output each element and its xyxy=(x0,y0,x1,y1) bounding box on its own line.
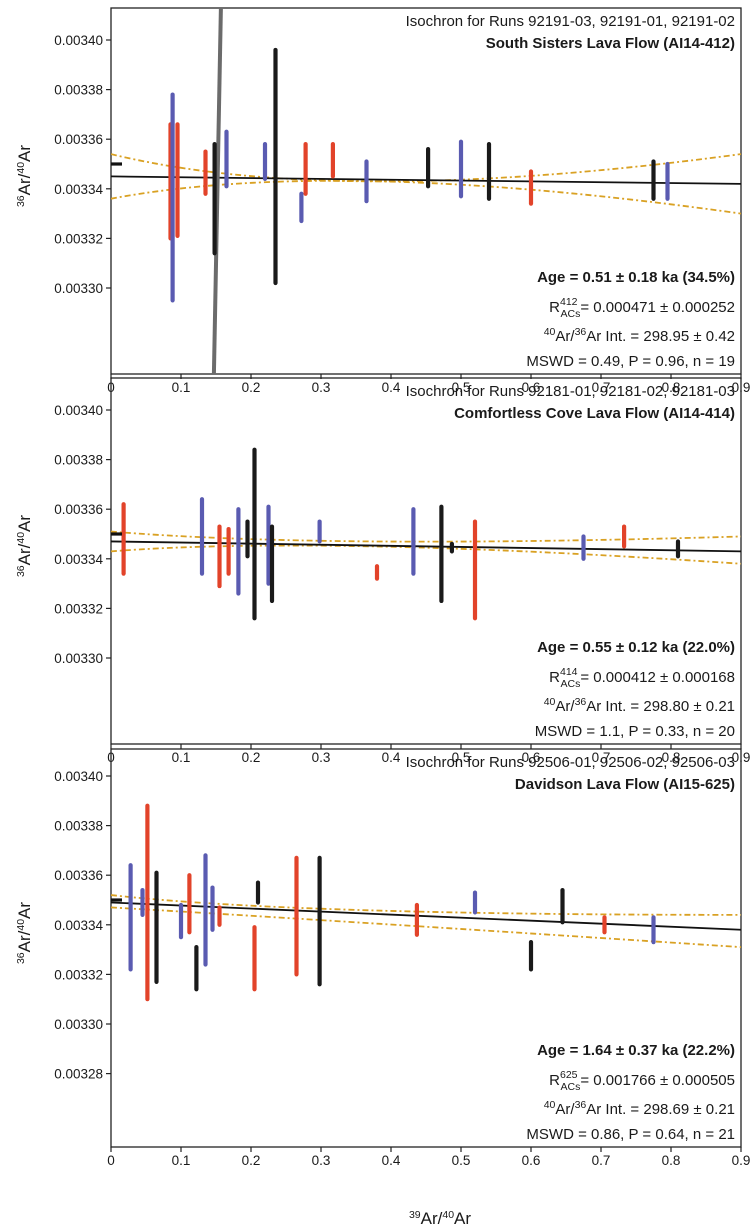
y-tick-label: 0.00330 xyxy=(54,1017,103,1032)
x-tick-label: 0.2 xyxy=(242,1153,261,1168)
x-tick-label: 0 xyxy=(107,1153,115,1168)
x-tick-label: 0.6 xyxy=(522,750,541,765)
y-tick-label: 0.00338 xyxy=(54,453,103,468)
y-axis-label: 36Ar/40Ar xyxy=(15,902,34,964)
age-annotation: Age = 0.51 ± 0.18 ka (34.5%) xyxy=(537,269,735,286)
x-tick-label: 0.4 xyxy=(382,750,401,765)
y-tick-label: 0.00338 xyxy=(54,83,103,98)
x-tick-label: 0.5 xyxy=(452,750,471,765)
y-tick-label: 0.00330 xyxy=(54,651,103,666)
plot-area xyxy=(111,8,741,374)
x-tick-label: 0.3 xyxy=(312,1153,331,1168)
x-tick-label: 0.7 xyxy=(592,380,611,395)
chart-subtitle: South Sisters Lava Flow (AI14-412) xyxy=(486,35,735,52)
x-tick-label: 0.1 xyxy=(172,380,191,395)
panel-davidson: 0.00328 0.00330 0.00332 0.00334 0.00336 0.003… xyxy=(15,748,751,1168)
y-axis-label: 36Ar/40Ar xyxy=(15,145,34,207)
intercept-annotation: 40Ar/36Ar Int. = 298.95 ± 0.42 xyxy=(544,326,735,345)
age-annotation: Age = 0.55 ± 0.12 ka (22.0%) xyxy=(537,639,735,656)
x-tick-label: 0.2 xyxy=(242,380,261,395)
chart-subtitle: Davidson Lava Flow (AI15-625) xyxy=(515,776,735,793)
chart-title: Isochron for Runs 92181-01, 92181-02, 92… xyxy=(406,383,735,400)
y-tick-label: 0.00332 xyxy=(54,231,103,246)
x-tick-label: 0.7 xyxy=(592,1153,611,1168)
gray-reference-line xyxy=(211,8,223,374)
r-acs-annotation: R412 ACs= 0.000471 ± 0.000252 xyxy=(549,296,735,320)
mswd-annotation: MSWD = 0.49, P = 0.96, n = 19 xyxy=(526,353,735,370)
y-tick-label: 0.00332 xyxy=(54,967,103,982)
y-tick-label: 0.00334 xyxy=(54,552,103,567)
x-tick-label: 0.4 xyxy=(382,380,401,395)
error-envelope-lower xyxy=(111,179,741,215)
intercept-annotation: 40Ar/36Ar Int. = 298.69 ± 0.21 xyxy=(544,1099,735,1118)
x-tick-label: 0.2 xyxy=(242,750,261,765)
x-tick-label: 0.8 xyxy=(662,1153,681,1168)
mswd-annotation: MSWD = 0.86, P = 0.64, n = 21 xyxy=(526,1126,735,1143)
x-tick-label: 0.1 xyxy=(172,1153,191,1168)
mswd-annotation: MSWD = 1.1, P = 0.33, n = 20 xyxy=(535,723,735,740)
x-axis-label: 39Ar/40Ar xyxy=(409,1209,471,1228)
chart-subtitle: Comfortless Cove Lava Flow (AI14-414) xyxy=(454,405,735,422)
error-envelope-upper xyxy=(111,894,741,916)
x-tick-label: 0.6 xyxy=(522,1153,541,1168)
x-tick-label: 0.8 xyxy=(662,750,681,765)
plot-area xyxy=(111,803,741,1002)
y-tick-label: 0.00338 xyxy=(54,819,103,834)
x-tick-label: 0.1 xyxy=(172,750,191,765)
y-tick-label: 0.00334 xyxy=(54,918,103,933)
intercept-annotation: 40Ar/36Ar Int. = 298.80 ± 0.21 xyxy=(544,696,735,715)
error-envelope-lower xyxy=(111,906,741,949)
x-tick-label: 0.9 xyxy=(732,1153,751,1168)
x-tick-label: 0.5 xyxy=(452,1153,471,1168)
y-tick-label: 0.00334 xyxy=(54,182,103,197)
r-acs-annotation: R625 ACs= 0.001766 ± 0.000505 xyxy=(549,1069,735,1093)
age-annotation: Age = 1.64 ± 0.37 ka (22.2%) xyxy=(537,1042,735,1059)
y-tick-label: 0.00336 xyxy=(54,502,103,517)
chart-title: Isochron for Runs 92506-01, 92506-02, 92… xyxy=(406,754,735,771)
y-tick-label: 0.00340 xyxy=(54,33,103,48)
plot-area xyxy=(111,447,741,621)
y-tick-label: 0.00330 xyxy=(54,281,103,296)
plot-frame xyxy=(110,377,742,745)
y-tick-label: 0.00336 xyxy=(54,868,103,883)
plot-frame xyxy=(110,7,742,375)
y-tick-label: 0.00340 xyxy=(54,403,103,418)
panel-comfortless-cove: 0.00330 0.00332 0.00334 0.00336 0.00338 0.003… xyxy=(15,377,750,765)
isochron-line xyxy=(111,540,741,553)
y-axis-label: 36Ar/40Ar xyxy=(15,515,34,577)
x-tick-label: 0.6 xyxy=(522,380,541,395)
r-acs-annotation: R414 ACs= 0.000412 ± 0.000168 xyxy=(549,666,735,690)
panel-south-sisters: 0.00330 0.00332 0.00334 0.00336 0.00338 0.003… xyxy=(15,7,750,395)
x-tick-label: 0.7 xyxy=(592,750,611,765)
y-tick-label: 0.00332 xyxy=(54,601,103,616)
y-tick-label: 0.00328 xyxy=(54,1067,103,1082)
x-tick-label: 0.4 xyxy=(382,1153,401,1168)
isochron-line xyxy=(111,901,741,931)
x-tick-label: 0.3 xyxy=(312,380,331,395)
error-envelope-upper xyxy=(111,530,741,543)
x-tick-label: 0.5 xyxy=(452,380,471,395)
error-envelope-lower xyxy=(111,544,741,565)
y-tick-label: 0.00336 xyxy=(54,132,103,147)
y-tick-label: 0.00340 xyxy=(54,769,103,784)
chart-title: Isochron for Runs 92191-03, 92191-01, 92… xyxy=(406,13,735,30)
x-tick-label: 0.8 xyxy=(662,380,681,395)
x-tick-label: 0.3 xyxy=(312,750,331,765)
plot-frame xyxy=(110,748,742,1148)
